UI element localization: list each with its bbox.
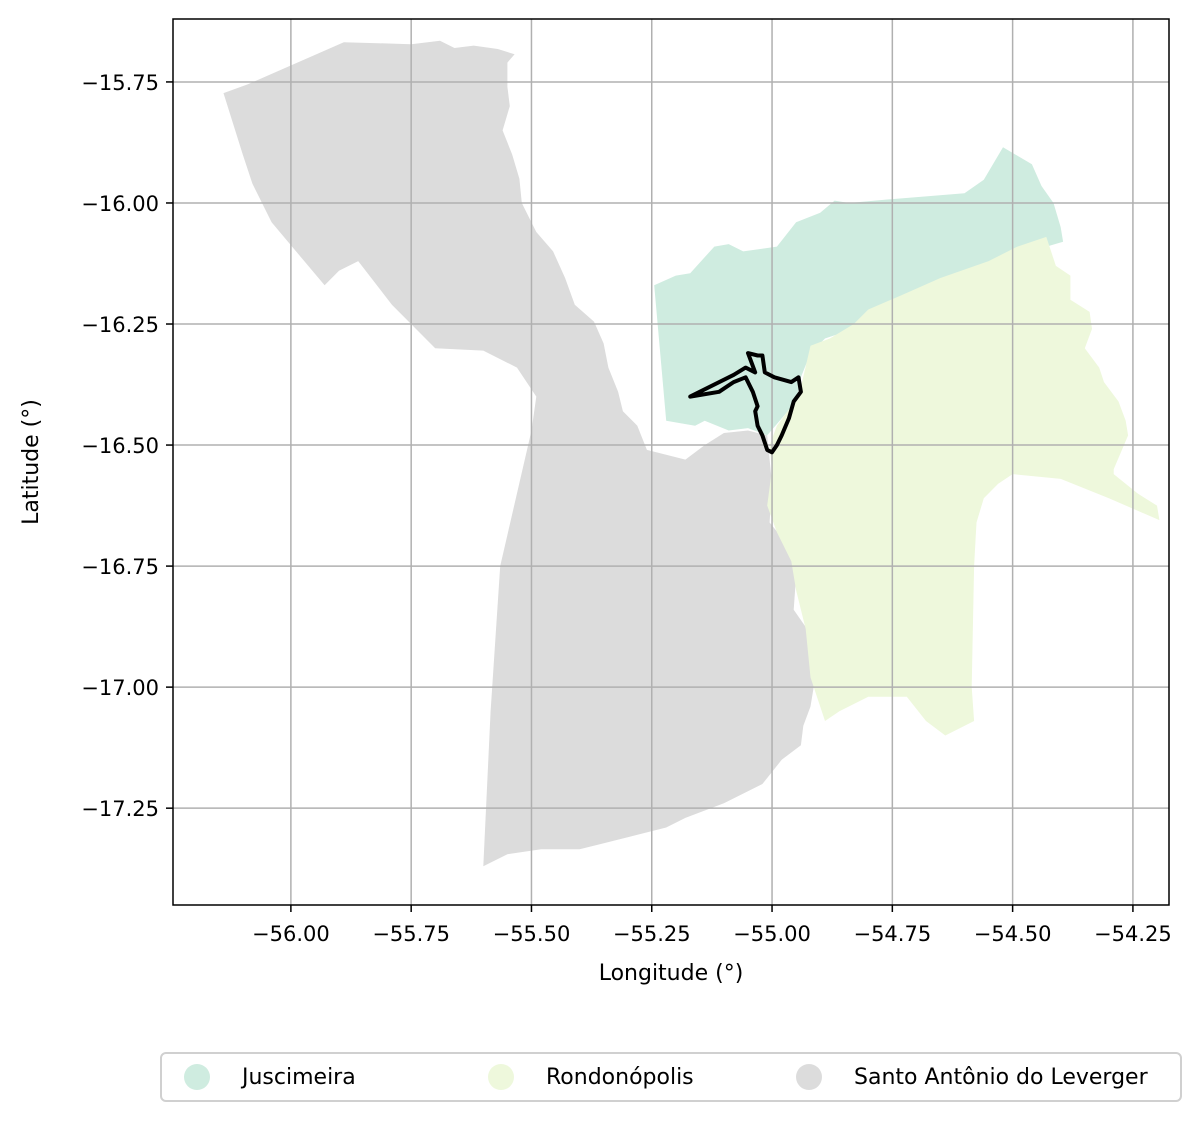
region-rondonopolis [767,236,1160,736]
legend-label-juscimeira: Juscimeira [242,1064,356,1090]
y-tick-label: −16.50 [81,434,159,458]
regions-layer [223,40,1160,867]
region-juscimeira [654,147,1064,436]
legend-item-santo-antonio: Santo Antônio do Leverger [796,1064,1148,1090]
legend-item-juscimeira: Juscimeira [184,1064,488,1090]
x-tick-label: −56.00 [252,922,330,946]
legend-label-santo-antonio: Santo Antônio do Leverger [854,1064,1148,1090]
y-tick-label: −15.75 [81,71,159,95]
x-tick-label: −54.75 [853,922,931,946]
highlight-layer [688,351,803,455]
legend-item-rondonopolis: Rondonópolis [488,1064,796,1090]
x-axis-label: Longitude (°) [599,961,744,986]
legend: Juscimeira Rondonópolis Santo Antônio do… [160,1052,1182,1102]
region-santo-antonio-do-leverger [223,40,816,867]
x-tick-label: −55.50 [493,922,571,946]
grid-layer [173,19,1169,905]
x-tick-label: −55.25 [613,922,691,946]
y-tick-label: −16.75 [81,555,159,579]
axes-frame [172,18,1170,906]
x-tick-label: −55.00 [733,922,811,946]
x-tick-label: −55.75 [372,922,450,946]
x-tick-label: −54.25 [1094,922,1172,946]
x-tick-label: −54.50 [974,922,1052,946]
y-tick-label: −17.00 [81,676,159,700]
y-tick-label: −17.25 [81,797,159,821]
legend-swatch-santo-antonio [796,1064,822,1090]
legend-swatch-rondonopolis [488,1064,514,1090]
ticks-layer: −56.00 −55.75 −55.50 −55.25 −55.00 −54.75 −54.… [81,71,1171,946]
highlight-boundary [688,351,803,455]
y-tick-label: −16.00 [81,192,159,216]
legend-swatch-juscimeira [184,1064,210,1090]
y-axis-label: Latitude (°) [19,399,44,525]
legend-label-rondonopolis: Rondonópolis [546,1064,694,1090]
y-tick-label: −16.25 [81,313,159,337]
